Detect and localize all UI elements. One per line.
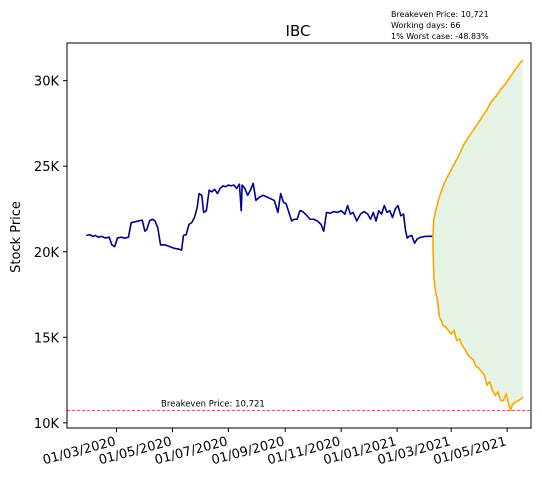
chart-title: IBC [286, 22, 311, 40]
y-axis-label: Stock Price [9, 201, 24, 273]
info-line-working-days: Working days: 66 [391, 21, 460, 30]
y-tick-label: 15K [34, 331, 60, 346]
y-tick-label: 25K [34, 160, 60, 175]
y-tick-label: 10K [34, 417, 60, 432]
y-tick-label: 30K [34, 75, 60, 90]
breakeven-label: Breakeven Price: 10,721 [161, 400, 265, 410]
y-tick-label: 20K [34, 246, 60, 261]
info-line-breakeven: Breakeven Price: 10,721 [391, 10, 489, 19]
info-line-worst-case: 1% Worst case: -48.83% [391, 32, 489, 41]
